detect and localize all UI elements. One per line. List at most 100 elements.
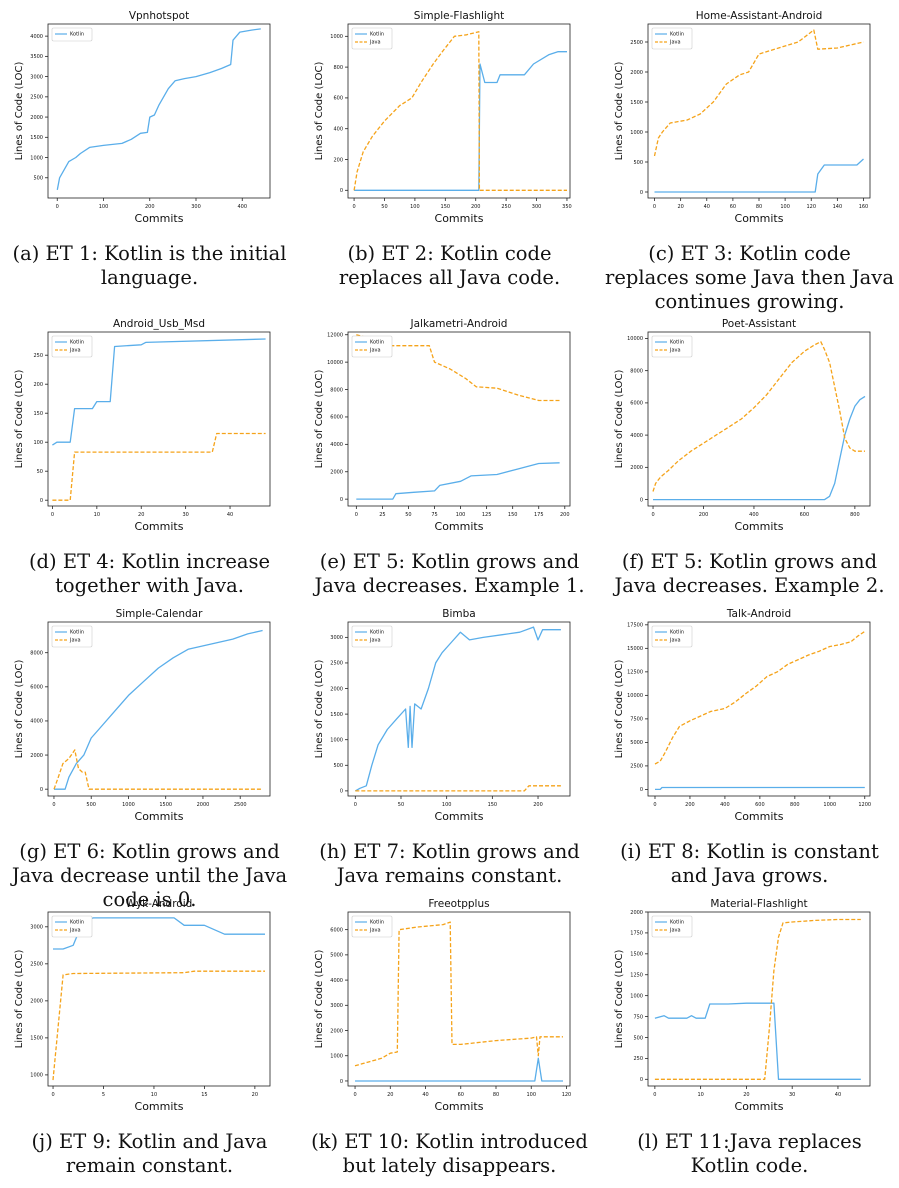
caption-line: (d) ET 4: Kotlin increase bbox=[28, 550, 271, 573]
y-tick-label: 50 bbox=[37, 469, 43, 475]
y-tick-label: 1500 bbox=[630, 952, 643, 958]
figure-caption-e: (e) ET 5: Kotlin grows and Java decreases… bbox=[300, 550, 599, 598]
x-tick-label: 1000 bbox=[823, 802, 836, 808]
x-tick-label: 20 bbox=[387, 1092, 393, 1098]
y-tick-label: 5000 bbox=[630, 740, 643, 746]
legend: Kotlin Java bbox=[651, 915, 693, 938]
y-tick-label: 2000 bbox=[30, 753, 43, 759]
x-tick-label: 2500 bbox=[234, 802, 247, 808]
y-tick-label: 2000 bbox=[330, 1028, 343, 1034]
y-axis-label: Lines of Code (LOC) bbox=[14, 370, 25, 469]
y-tick-label: 2000 bbox=[330, 470, 343, 476]
y-tick-label: 500 bbox=[333, 763, 343, 769]
chart-svg-i: Talk-Android 0 200 400 600 800 1000 1200 0 2500 50… bbox=[614, 608, 871, 823]
caption-line: Java decrease until the Java bbox=[11, 864, 288, 887]
y-tick-label: 500 bbox=[633, 160, 643, 166]
y-tick-label: 1000 bbox=[630, 993, 643, 999]
x-tick-label: 600 bbox=[800, 512, 810, 518]
legend-box bbox=[651, 27, 693, 50]
caption-line: Kotlin code. bbox=[690, 1154, 809, 1177]
x-tick-label: 150 bbox=[441, 204, 451, 210]
chart-panel-c: Home-Assistant-Android 0 20 40 60 80 100 120 140… bbox=[600, 0, 899, 313]
x-tick-label: 40 bbox=[835, 1092, 841, 1098]
plot-frame bbox=[47, 331, 271, 507]
x-tick-label: 1000 bbox=[122, 802, 135, 808]
chart-title: Bimba bbox=[442, 608, 475, 620]
x-tick-label: 100 bbox=[442, 802, 452, 808]
x-axis-label: Commits bbox=[735, 212, 784, 225]
figure-caption-b: (b) ET 2: Kotlin code replaces all Java c… bbox=[300, 242, 599, 290]
x-tick-label: 50 bbox=[405, 512, 411, 518]
series-line-java bbox=[52, 970, 265, 1081]
x-tick-label: 50 bbox=[381, 204, 387, 210]
legend-label-kotlin: Kotlin bbox=[370, 920, 384, 926]
series-line-kotlin bbox=[52, 338, 266, 446]
y-tick-label: 200 bbox=[33, 382, 43, 388]
plot-frame bbox=[647, 331, 871, 507]
plot-frame bbox=[647, 23, 871, 199]
y-tick-label: 2500 bbox=[30, 962, 43, 968]
y-tick-label: 2500 bbox=[330, 661, 343, 667]
legend: Kotlin Java bbox=[651, 625, 693, 648]
x-tick-label: 500 bbox=[86, 802, 96, 808]
y-tick-label: 6000 bbox=[330, 415, 343, 421]
caption-line: (k) ET 10: Kotlin introduced bbox=[311, 1130, 588, 1153]
series-line-kotlin bbox=[655, 786, 865, 791]
y-tick-label: 5000 bbox=[330, 953, 343, 959]
legend-box bbox=[651, 915, 693, 938]
y-tick-label: 250 bbox=[33, 353, 43, 359]
chart-panel-h: Bimba 0 50 100 150 200 0 500 1000 1500 2000 2500 300… bbox=[300, 598, 599, 898]
y-tick-label: 400 bbox=[333, 127, 343, 133]
y-tick-label: 1000 bbox=[330, 738, 343, 744]
x-tick-label: 100 bbox=[780, 204, 790, 210]
plot-frame bbox=[347, 331, 571, 507]
chart-title: Home-Assistant-Android bbox=[696, 10, 823, 22]
caption-line: code is 0. bbox=[102, 888, 197, 911]
y-tick-label: 750 bbox=[633, 1014, 643, 1020]
y-tick-label: 150 bbox=[33, 411, 43, 417]
x-tick-label: 400 bbox=[237, 204, 247, 210]
x-tick-label: 100 bbox=[456, 512, 466, 518]
legend-box bbox=[51, 27, 93, 42]
y-tick-label: 0 bbox=[340, 188, 343, 194]
y-axis-label: Lines of Code (LOC) bbox=[14, 62, 25, 161]
legend-label-kotlin: Kotlin bbox=[370, 32, 384, 38]
figure-caption-f: (f) ET 5: Kotlin grows and Java decreases… bbox=[600, 550, 899, 598]
chart-title: Freeotpplus bbox=[428, 898, 489, 910]
y-tick-label: 1000 bbox=[30, 1073, 43, 1079]
chart-panel-l: Material-Flashlight 0 10 20 30 40 0 250 500 750 10… bbox=[600, 888, 899, 1188]
caption-line: (b) ET 2: Kotlin code bbox=[347, 242, 552, 265]
chart-panel-k: Freeotpplus 0 20 40 60 80 100 120 0 1000 2000 3000 4… bbox=[300, 888, 599, 1188]
x-tick-label: 120 bbox=[562, 1092, 572, 1098]
plot-frame bbox=[347, 621, 571, 797]
y-tick-label: 250 bbox=[633, 1056, 643, 1062]
x-tick-label: 1500 bbox=[159, 802, 172, 808]
y-tick-label: 2000 bbox=[330, 686, 343, 692]
chart-svg-c: Home-Assistant-Android 0 20 40 60 80 100 120 140… bbox=[614, 10, 871, 225]
legend-label-kotlin: Kotlin bbox=[670, 920, 684, 926]
legend: Kotlin Java bbox=[651, 27, 693, 50]
y-tick-label: 3500 bbox=[30, 54, 43, 60]
legend: Kotlin bbox=[51, 27, 93, 42]
y-tick-label: 10000 bbox=[327, 360, 343, 366]
series-line-java bbox=[353, 31, 567, 191]
chart-panel-e: Jalkametri-Android 0 25 50 75 100 125 150 175 200… bbox=[300, 308, 599, 608]
y-tick-label: 7500 bbox=[630, 717, 643, 723]
y-tick-label: 8000 bbox=[330, 387, 343, 393]
y-axis-label: Lines of Code (LOC) bbox=[314, 370, 325, 469]
x-tick-label: 20 bbox=[252, 1092, 258, 1098]
x-axis-label: Commits bbox=[135, 212, 184, 225]
series-line-kotlin bbox=[653, 395, 866, 501]
y-tick-label: 3000 bbox=[330, 635, 343, 641]
legend-label-kotlin: Kotlin bbox=[370, 630, 384, 636]
y-tick-label: 2000 bbox=[30, 115, 43, 121]
y-tick-label: 2500 bbox=[630, 40, 643, 46]
series-line-kotlin bbox=[354, 51, 567, 191]
x-tick-label: 175 bbox=[534, 512, 544, 518]
x-tick-label: 800 bbox=[790, 802, 800, 808]
x-tick-label: 80 bbox=[493, 1092, 499, 1098]
x-axis-label: Commits bbox=[735, 810, 784, 823]
x-tick-label: 250 bbox=[501, 204, 511, 210]
y-tick-label: 100 bbox=[33, 440, 43, 446]
